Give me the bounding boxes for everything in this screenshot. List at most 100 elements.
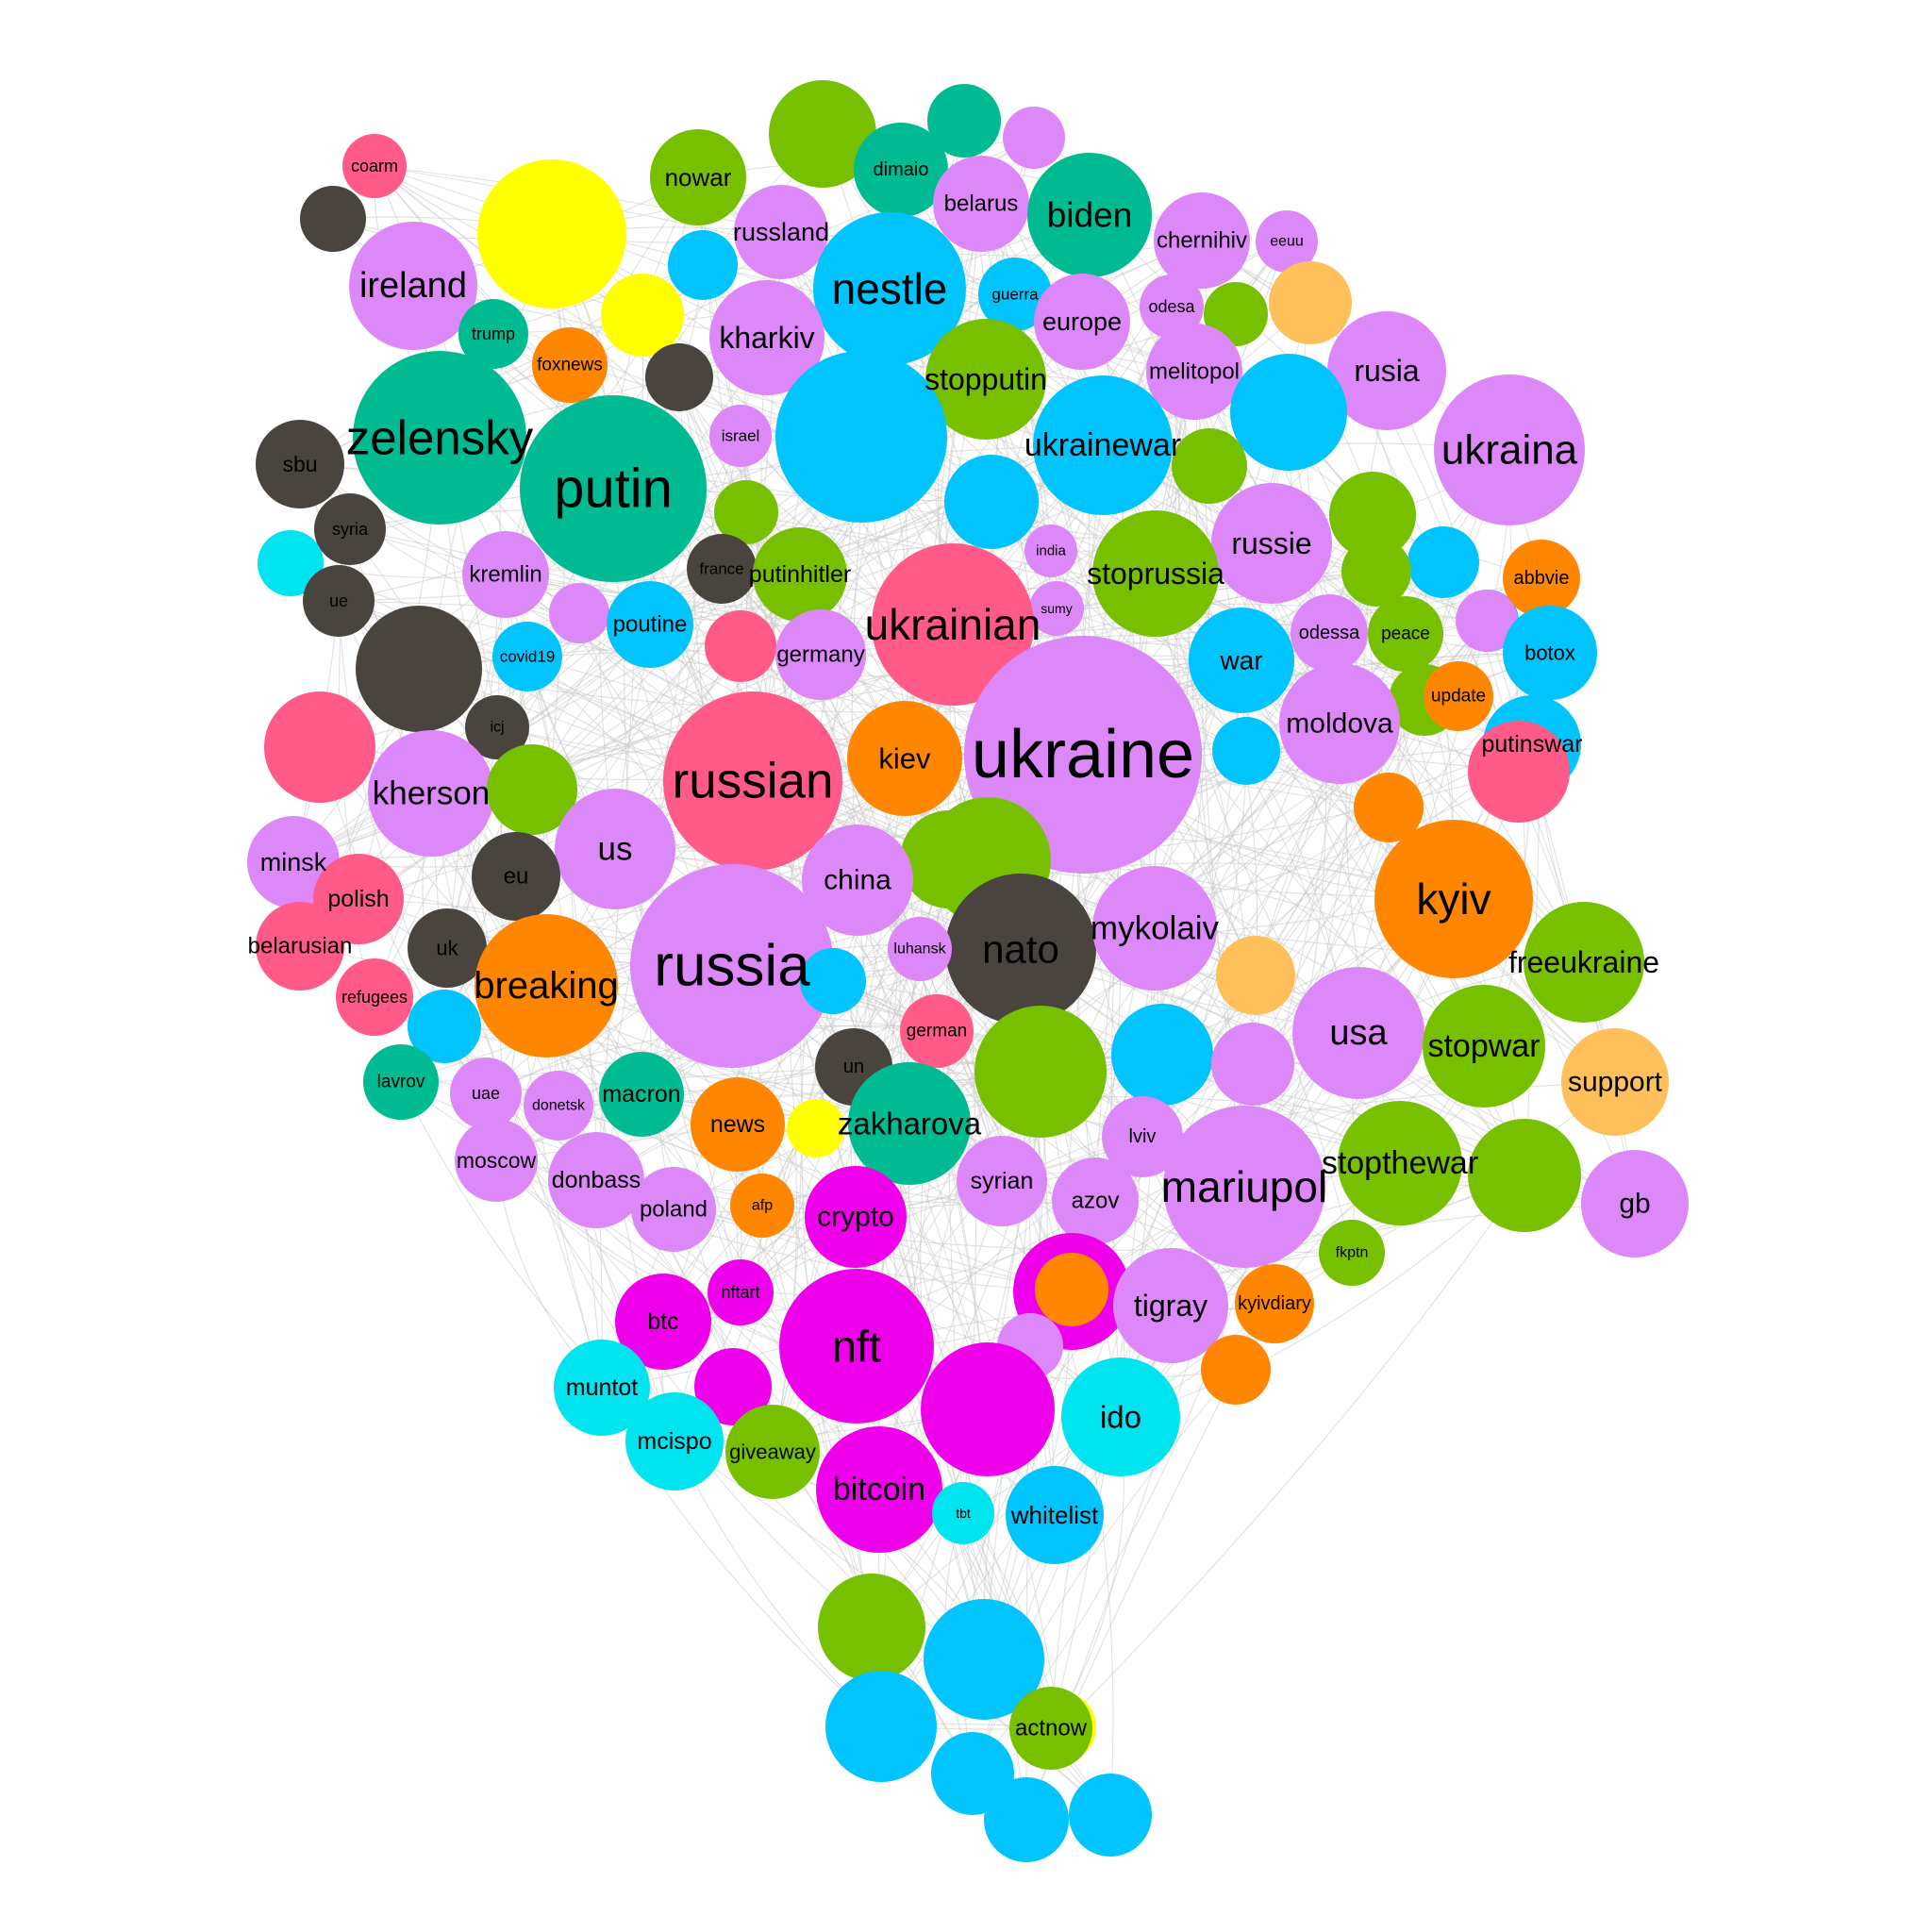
graph-node-kyiv	[1374, 820, 1533, 978]
graph-node-unlabeled	[1407, 526, 1479, 598]
graph-edge	[850, 758, 906, 1218]
graph-node-dimaio	[854, 123, 948, 217]
graph-node-odessa	[1291, 594, 1368, 672]
graph-node-label: biden	[1047, 196, 1133, 235]
graph-node-syria	[314, 493, 386, 565]
graph-node-label: dimaio	[874, 159, 929, 180]
graph-node-label: sumy	[1041, 601, 1072, 616]
graph-node-label: moldova	[1286, 708, 1393, 740]
graph-node-stopthewar	[1338, 1101, 1462, 1225]
graph-node-label: un	[843, 1057, 864, 1077]
graph-node-russie	[1211, 483, 1332, 604]
graph-node-label: tbt	[956, 1506, 971, 1521]
graph-node-label: icj	[490, 720, 504, 736]
graph-node-label: luhansk	[893, 941, 946, 958]
graph-node-eeuu	[1256, 210, 1318, 273]
graph-edge	[880, 754, 1084, 1727]
graph-node-us	[555, 789, 675, 909]
graph-node-label: actnow	[1015, 1716, 1088, 1741]
graph-node-unlabeled	[1111, 1004, 1213, 1106]
graph-node-mcispo	[625, 1392, 724, 1491]
graph-node-unlabeled	[549, 583, 609, 643]
graph-node-refugees	[336, 958, 413, 1036]
graph-node-eu	[472, 832, 560, 921]
graph-node-unlabeled	[818, 1574, 925, 1681]
graph-node-unlabeled	[477, 159, 626, 308]
graph-node-ukrainian	[872, 543, 1034, 706]
graph-node-label: nestle	[832, 264, 948, 313]
graph-node-unlabeled	[1456, 590, 1518, 652]
graph-edge	[1025, 1369, 1237, 1821]
graph-node-label: breaking	[474, 965, 618, 1007]
graph-edge	[1071, 620, 1488, 1292]
graph-node-unlabeled	[1211, 1023, 1294, 1106]
graph-node-label: botox	[1524, 641, 1575, 665]
graph-node-label: mariupol	[1161, 1162, 1327, 1211]
graph-node-label: russland	[733, 218, 829, 246]
graph-node-label: stopthewar	[1322, 1145, 1478, 1181]
graph-node-label: german	[907, 1022, 967, 1041]
graph-node-label: ukraina	[1441, 427, 1578, 474]
graph-node-label: freeukraine	[1508, 945, 1659, 979]
graph-node-label: kremlin	[469, 562, 541, 588]
graph-node-support	[1561, 1028, 1669, 1136]
graph-node-label: odessa	[1299, 623, 1360, 643]
graph-node-unlabeled	[775, 351, 947, 523]
graph-edge	[595, 948, 921, 1181]
graph-node-label: zelensky	[346, 411, 534, 465]
graph-node-whitelist	[1006, 1466, 1104, 1564]
graph-node-label: belarus	[944, 192, 1019, 217]
graph-node-unlabeled	[1069, 1774, 1152, 1857]
graph-node-unlabeled	[927, 84, 1001, 158]
graph-node-label: putinswar	[1482, 731, 1583, 758]
graph-node-unlabeled	[258, 530, 324, 596]
graph-node-unlabeled	[1216, 936, 1295, 1015]
graph-node-label: mcispo	[637, 1428, 711, 1455]
graph-node-ukrainewar	[1033, 375, 1173, 515]
graph-node-unlabeled	[1035, 1253, 1108, 1326]
graph-node-ukraina	[1434, 375, 1585, 525]
graph-node-update	[1424, 661, 1493, 731]
graph-node-label: melitopol	[1149, 359, 1240, 385]
graph-node-poutine	[607, 581, 693, 668]
graph-node-afp	[730, 1174, 794, 1238]
graph-node-guerra	[978, 258, 1052, 331]
graph-node-label: afp	[752, 1198, 773, 1214]
graph-node-label: gb	[1619, 1189, 1650, 1220]
graph-node-label: rusia	[1354, 354, 1420, 388]
graph-node-unlabeled	[1354, 773, 1424, 842]
graph-node-unlabeled	[921, 1342, 1055, 1476]
graph-node-nato	[945, 874, 1096, 1024]
graph-node-putinhitler	[753, 527, 847, 622]
graph-node-unlabeled	[974, 1006, 1107, 1138]
graph-edge	[292, 654, 822, 863]
graph-node-uae	[450, 1058, 522, 1129]
graph-node-abbvie	[1503, 540, 1580, 617]
graph-node-crypto	[805, 1166, 907, 1268]
graph-node-label: stopwar	[1427, 1028, 1540, 1064]
graph-node-zakharova	[848, 1062, 971, 1185]
graph-node-label: coarm	[351, 157, 398, 175]
graph-node-label: eu	[504, 864, 529, 890]
graph-node-label: stoprussia	[1087, 557, 1224, 591]
graph-node-label: uae	[472, 1084, 500, 1103]
graph-node-label: poland	[640, 1197, 708, 1223]
graph-node-label: france	[699, 560, 743, 578]
graph-node-label: nato	[982, 927, 1059, 972]
graph-node-sbu	[256, 420, 344, 508]
graph-edge	[972, 1369, 1237, 1774]
graph-node-label: donbass	[552, 1167, 641, 1193]
graph-node-unlabeled	[984, 1777, 1069, 1862]
graph-node-label: ukrainewar	[1024, 427, 1181, 463]
graph-node-fkptn	[1319, 1220, 1385, 1286]
graph-node-unlabeled	[924, 1599, 1044, 1720]
graph-node-label: tigray	[1134, 1289, 1208, 1323]
graph-node-label: kyiv	[1416, 874, 1491, 924]
graph-node-muntot	[554, 1340, 650, 1436]
graph-node-label: update	[1431, 687, 1486, 707]
graph-node-uk	[408, 908, 487, 988]
graph-node-syrian	[957, 1136, 1047, 1226]
graph-node-label: giveaway	[729, 1441, 816, 1464]
graph-node-coarm	[342, 134, 407, 198]
graph-node-unlabeled	[694, 1348, 772, 1425]
